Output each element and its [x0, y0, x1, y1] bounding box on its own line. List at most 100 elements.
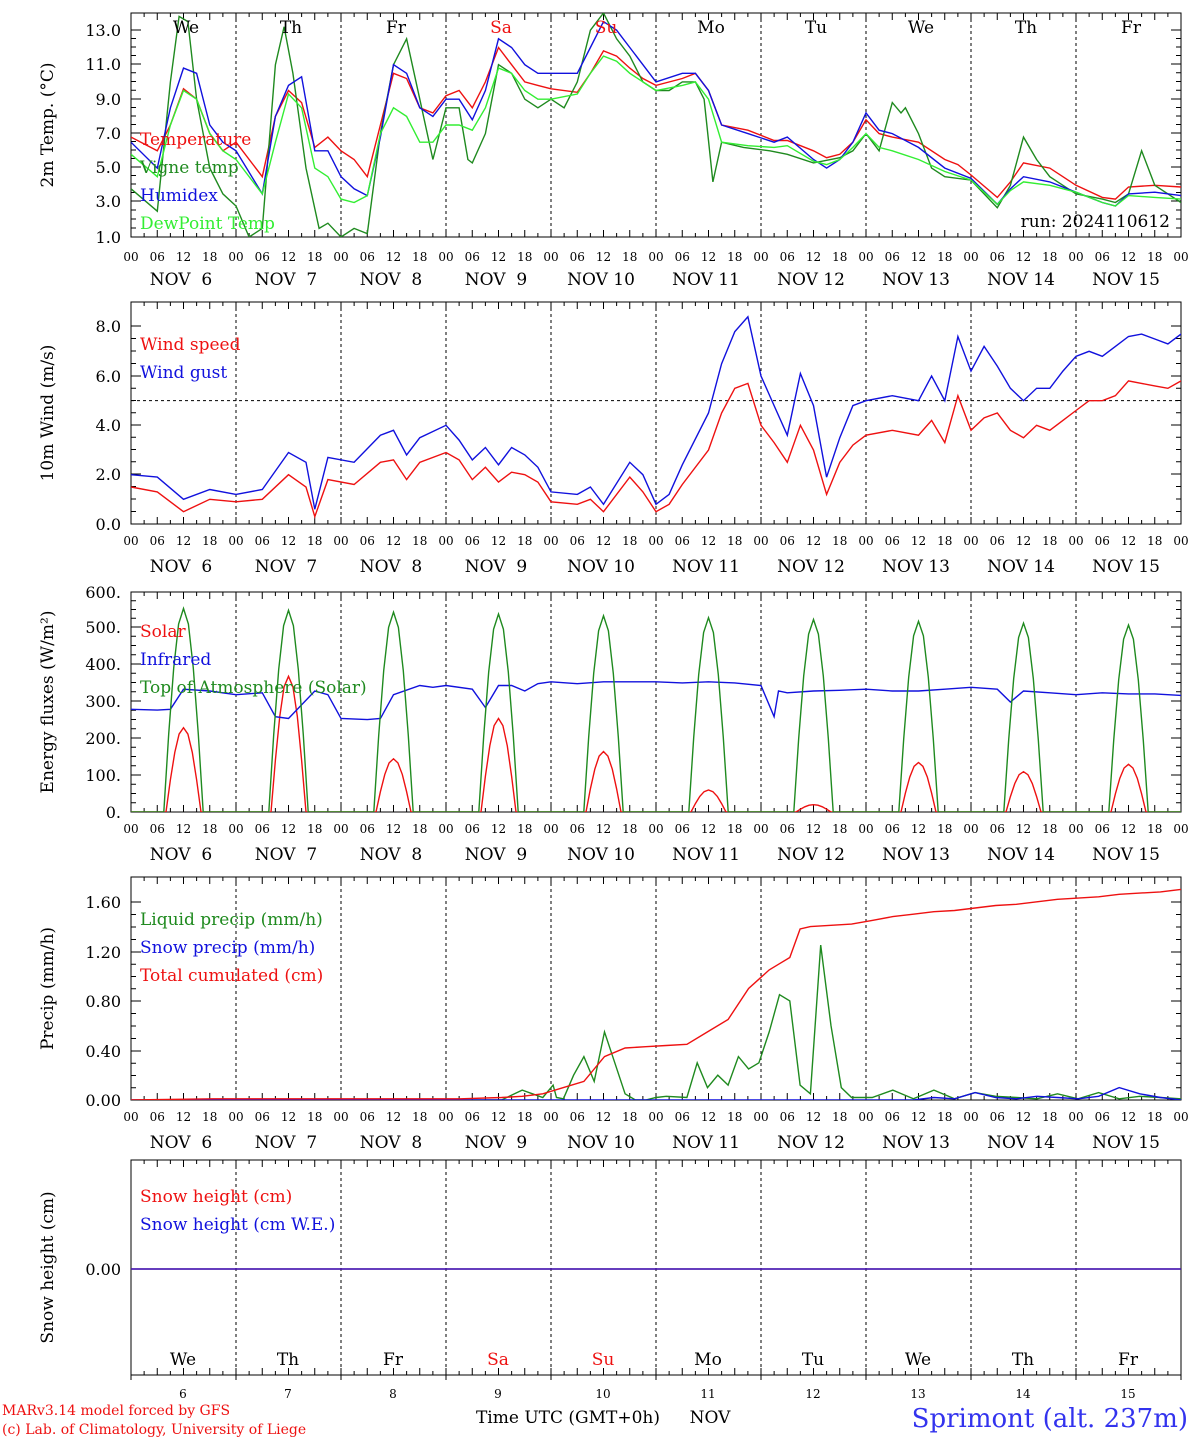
- day-tick-label: NOV 10: [567, 1133, 635, 1153]
- hour-tick-label: 06: [360, 1110, 375, 1124]
- y-tick-label: 2.0: [96, 465, 121, 484]
- hour-tick-label: 06: [1095, 822, 1110, 836]
- y-axis-title: 2m Temp. (°C): [38, 62, 58, 187]
- y-tick-label: 0.40: [85, 1042, 121, 1061]
- day-tick-label: NOV 13: [882, 270, 950, 290]
- series-group: [131, 315, 1181, 519]
- hour-tick-label: 06: [465, 250, 480, 264]
- hour-tick-label: 00: [123, 534, 138, 548]
- hour-tick-label: 12: [386, 534, 401, 548]
- y-tick-label: 1.60: [85, 893, 121, 912]
- hour-tick-label: 18: [202, 534, 217, 548]
- hour-tick-label: 00: [858, 250, 873, 264]
- y-tick-label: 400.: [85, 655, 121, 674]
- y-tick-label: 0.00: [85, 1260, 121, 1279]
- hour-tick-label: 18: [517, 250, 532, 264]
- hour-tick-label: 12: [176, 534, 191, 548]
- hour-tick-label: 06: [150, 822, 165, 836]
- day-tick-label: NOV 13: [882, 845, 950, 865]
- weekday-labels: We We 6 Th Th 7 Fr Fr 8 Sa Sa 9 Su Su 10 Mo Mo 11 Tu Tu 12 We…: [170, 18, 1142, 1401]
- weekday-label: Tu: [805, 18, 827, 38]
- lab-credit: (c) Lab. of Climatology, University of L…: [2, 1422, 306, 1438]
- day-tick-label: NOV 8: [360, 845, 422, 865]
- hour-tick-label: 06: [885, 250, 900, 264]
- day-tick-label: NOV 7: [255, 557, 317, 577]
- hour-tick-label: 00: [438, 250, 453, 264]
- panel-2: 0.0 2.0 4.0 6.0 8.0 10m Wind (m/s) Wind speed W…: [38, 301, 1189, 577]
- weekday-label: Th: [1012, 1350, 1034, 1370]
- hour-tick-label: 18: [412, 1110, 427, 1124]
- day-tick-label: NOV 7: [255, 270, 317, 290]
- hour-tick-label: 06: [255, 534, 270, 548]
- weekday-label: Mo: [697, 18, 725, 38]
- day-tick-label: NOV 8: [360, 557, 422, 577]
- day-tick-label: NOV 8: [360, 1133, 422, 1153]
- hour-tick-label: 06: [1095, 250, 1110, 264]
- day-tick-label: NOV 6: [150, 1133, 212, 1153]
- hour-tick-label: 06: [780, 1110, 795, 1124]
- hour-tick-label: 06: [570, 822, 585, 836]
- series-line-liquid-precip-mm-h-: [131, 945, 1181, 1100]
- day-tick-label: NOV 12: [777, 845, 845, 865]
- hour-tick-label: 06: [990, 822, 1005, 836]
- legend-entry: Wind speed: [140, 335, 241, 355]
- day-number-label: 10: [595, 1387, 610, 1401]
- hour-tick-label: 00: [438, 534, 453, 548]
- y-tick-label: 0.: [106, 803, 121, 822]
- series-line-temperature: [131, 46, 1181, 200]
- y-tick-label: 300.: [85, 692, 121, 711]
- station-label: Sprimont (alt. 237m): [912, 1404, 1188, 1434]
- y-tick-label: 200.: [85, 729, 121, 748]
- hour-tick-label: 00: [438, 1110, 453, 1124]
- hour-tick-label: 00: [648, 250, 663, 264]
- hour-tick-label: 06: [465, 534, 480, 548]
- panel-5: 0.00 Snow height (cm) Snow height (cm) Snow…: [38, 1159, 1182, 1376]
- hour-tick-label: 00: [858, 534, 873, 548]
- hour-tick-label: 06: [885, 1110, 900, 1124]
- day-tick-label: NOV 14: [987, 1133, 1055, 1153]
- hour-tick-label: 06: [465, 1110, 480, 1124]
- day-number-label: 12: [805, 1387, 820, 1401]
- hour-tick-label: 12: [491, 250, 506, 264]
- hour-tick-label: 06: [990, 250, 1005, 264]
- hour-tick-label: 12: [281, 250, 296, 264]
- hour-tick-label: 06: [885, 822, 900, 836]
- hour-tick-label: 12: [911, 1110, 926, 1124]
- hour-tick-label: 12: [911, 250, 926, 264]
- day-tick-label: NOV 12: [777, 270, 845, 290]
- y-tick-label: 0.0: [96, 515, 121, 534]
- hour-tick-label: 06: [255, 1110, 270, 1124]
- hour-tick-label: 12: [701, 534, 716, 548]
- day-number-label: 13: [910, 1387, 925, 1401]
- series-line-top-of-atmosphere-solar-: [131, 606, 1181, 812]
- legend-entry: Infrared: [140, 650, 211, 670]
- day-number-label: 14: [1015, 1387, 1031, 1401]
- day-tick-label: NOV 11: [672, 270, 740, 290]
- day-tick-label: NOV 14: [987, 270, 1055, 290]
- hour-tick-label: 06: [780, 822, 795, 836]
- hour-tick-label: 12: [806, 534, 821, 548]
- hour-tick-label: 18: [1147, 534, 1162, 548]
- y-tick-label: 11.0: [85, 55, 121, 74]
- hour-tick-label: 00: [1068, 1110, 1083, 1124]
- hour-tick-label: 06: [150, 1110, 165, 1124]
- hour-tick-label: 00: [753, 250, 768, 264]
- y-tick-label: 0.00: [85, 1091, 121, 1110]
- day-number-label: 11: [700, 1387, 715, 1401]
- hour-tick-label: 00: [438, 822, 453, 836]
- hour-tick-label: 12: [1016, 822, 1031, 836]
- hour-tick-label: 18: [727, 250, 742, 264]
- day-tick-label: NOV 14: [987, 557, 1055, 577]
- hour-tick-label: 18: [307, 822, 322, 836]
- hour-tick-label: 12: [911, 822, 926, 836]
- day-tick-label: NOV 6: [150, 557, 212, 577]
- hour-tick-label: 12: [596, 250, 611, 264]
- hour-tick-label: 00: [123, 822, 138, 836]
- weekday-label: Fr: [383, 1350, 404, 1370]
- hour-tick-label: 12: [281, 1110, 296, 1124]
- run-label: run: 2024110612: [1021, 212, 1170, 232]
- hour-tick-label: 12: [806, 1110, 821, 1124]
- y-tick-label: 5.0: [96, 158, 121, 177]
- hour-tick-label: 18: [1147, 1110, 1162, 1124]
- hour-tick-label: 12: [1016, 250, 1031, 264]
